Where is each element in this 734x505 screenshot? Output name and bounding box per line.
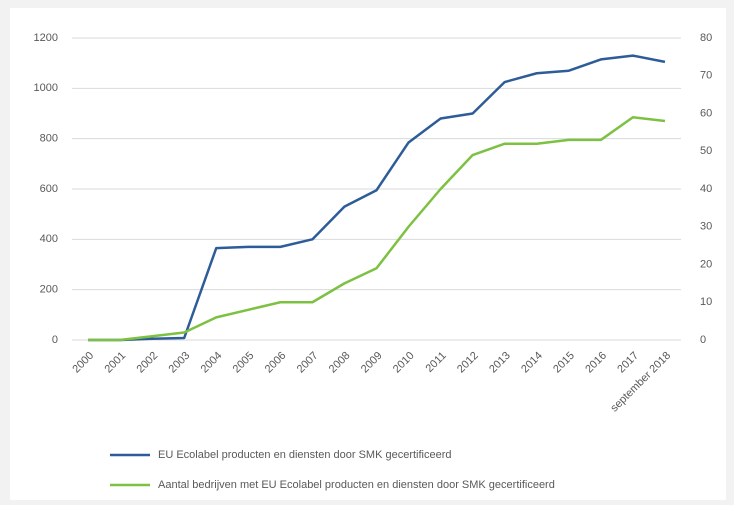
legend-label: EU Ecolabel producten en diensten door S… — [158, 449, 452, 461]
series-line — [88, 54, 666, 342]
y-tick-label: 200 — [40, 284, 58, 296]
y-tick-label: 400 — [40, 233, 58, 245]
legend-label: Aantal bedrijven met EU Ecolabel product… — [158, 479, 555, 491]
y2-tick-label: 0 — [700, 334, 706, 346]
y-tick-label: 1200 — [34, 32, 58, 44]
y2-tick-label: 10 — [700, 296, 712, 308]
y-tick-label: 800 — [40, 133, 58, 145]
y-tick-label: 1000 — [34, 82, 58, 94]
y2-tick-label: 60 — [700, 107, 712, 119]
y2-tick-label: 40 — [700, 183, 712, 195]
y2-tick-label: 20 — [700, 258, 712, 270]
y2-tick-label: 70 — [700, 70, 712, 82]
y-tick-label: 0 — [52, 334, 58, 346]
y2-tick-label: 80 — [700, 32, 712, 44]
y2-tick-label: 50 — [700, 145, 712, 157]
y2-tick-label: 30 — [700, 221, 712, 233]
chart-panel — [10, 8, 726, 500]
series-line — [88, 116, 666, 342]
y-tick-label: 600 — [40, 183, 58, 195]
